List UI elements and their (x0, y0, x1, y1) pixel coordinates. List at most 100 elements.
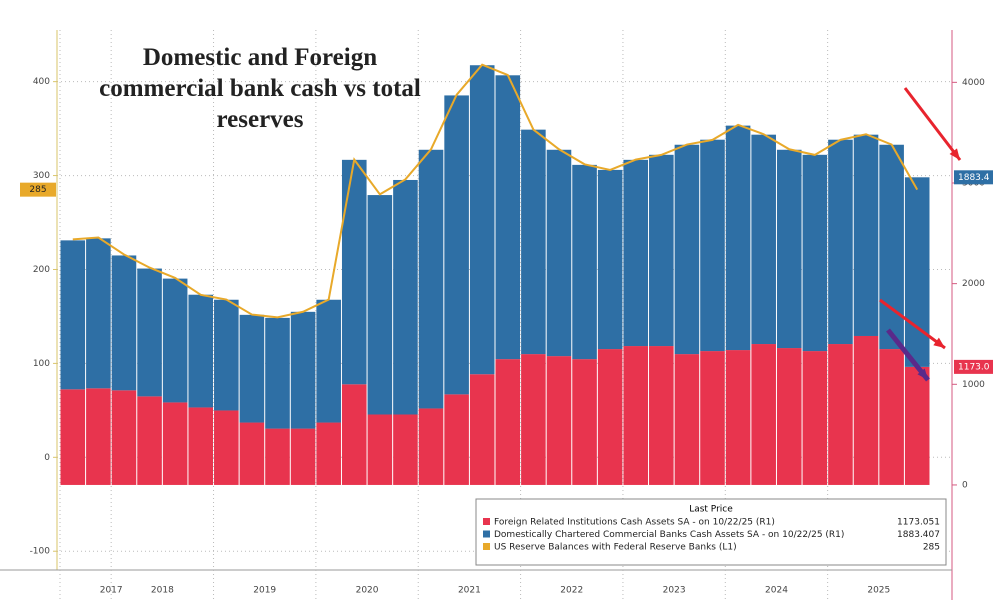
y2-tick-label: 0 (962, 480, 968, 490)
bar (290, 428, 316, 485)
x-tick-label: 2019 (253, 586, 276, 596)
bar (623, 159, 649, 347)
annotation-arrow (879, 298, 946, 350)
bar (265, 317, 290, 429)
bar (265, 428, 290, 485)
y-tick-label: 0 (44, 453, 50, 463)
chart-title: Domestic and Foreign commercial bank cas… (99, 44, 421, 133)
bar (700, 139, 725, 352)
bar (111, 255, 137, 391)
legend: Last Price Foreign Related Institutions … (475, 498, 947, 566)
bar (137, 268, 162, 397)
badge (20, 182, 56, 197)
bar (546, 149, 572, 357)
x-tick-label: 2022 (560, 586, 583, 596)
legend-label: US Reserve Balances with Federal Reserve… (494, 543, 737, 553)
bar (341, 159, 367, 385)
x-tick-label: 2021 (458, 586, 481, 596)
badge-label: 285 (29, 185, 46, 195)
bar (521, 354, 546, 485)
bar (751, 344, 776, 485)
bar (418, 408, 444, 485)
legend-label: Foreign Related Institutions Cash Assets… (494, 518, 775, 528)
bar (649, 154, 674, 347)
y-tick-label: -100 (30, 547, 51, 557)
badge (954, 170, 993, 185)
y-tick-label: 400 (33, 77, 50, 87)
bar (111, 390, 137, 485)
annotation-arrow (903, 87, 962, 161)
legend-box (475, 498, 947, 566)
legend-value: 1883.407 (897, 530, 940, 540)
bar (469, 65, 495, 375)
bar (495, 75, 521, 360)
x-tick-label: 2020 (356, 586, 379, 596)
bar (802, 351, 828, 485)
bar (879, 144, 904, 350)
bar (60, 389, 86, 485)
bar (623, 346, 649, 485)
bar (904, 177, 930, 367)
bar (188, 294, 214, 408)
legend-swatch (483, 543, 490, 550)
y2-tick-label: 1000 (962, 380, 985, 390)
bar (828, 344, 853, 485)
bar (393, 179, 418, 415)
legend-title: Last Price (689, 505, 733, 515)
bar (879, 349, 904, 485)
bar (751, 134, 776, 345)
bar (776, 348, 802, 485)
bar (60, 240, 86, 390)
y-tick-label: 300 (33, 171, 50, 181)
bar (674, 144, 700, 355)
y2-tick-label: 2000 (962, 279, 985, 289)
legend-value: 1173.051 (897, 518, 940, 528)
badge-label: 1883.4 (958, 173, 990, 183)
bar (239, 422, 265, 485)
bar (828, 139, 853, 345)
bar (393, 414, 418, 485)
bar (86, 388, 111, 485)
bar (572, 164, 597, 360)
bar (649, 346, 674, 485)
bar (367, 414, 393, 485)
line-series (72, 63, 919, 319)
bar (367, 195, 393, 415)
x-tick-label: 2018 (151, 586, 174, 596)
y2-tick-label: 4000 (962, 78, 985, 88)
bar (444, 394, 469, 485)
bar (316, 422, 341, 485)
y-tick-label: 200 (33, 265, 50, 275)
bar (802, 154, 828, 352)
bar (290, 311, 316, 429)
bar (495, 359, 521, 485)
arrow-head (949, 148, 960, 160)
bar (674, 354, 700, 485)
bar (904, 366, 930, 485)
x-tick-label: 2024 (765, 586, 788, 596)
legend-swatch (483, 518, 490, 525)
bar (137, 396, 162, 485)
bar (316, 299, 341, 423)
badge (954, 359, 993, 374)
bar (418, 149, 444, 409)
bar (700, 351, 725, 485)
legend-swatch (483, 530, 490, 538)
bar (572, 359, 597, 485)
y-tick-label: 100 (33, 359, 50, 369)
arrow-head (917, 368, 928, 380)
bar (214, 299, 239, 411)
bar (546, 356, 572, 485)
bar (725, 350, 751, 485)
bar (776, 149, 802, 349)
bar (597, 169, 623, 350)
bar (239, 314, 265, 423)
legend-value: 285 (923, 543, 940, 553)
x-tick-label: 2023 (663, 586, 686, 596)
bar (853, 335, 879, 485)
bar (341, 384, 367, 485)
bar (86, 238, 111, 389)
bar (214, 410, 239, 485)
